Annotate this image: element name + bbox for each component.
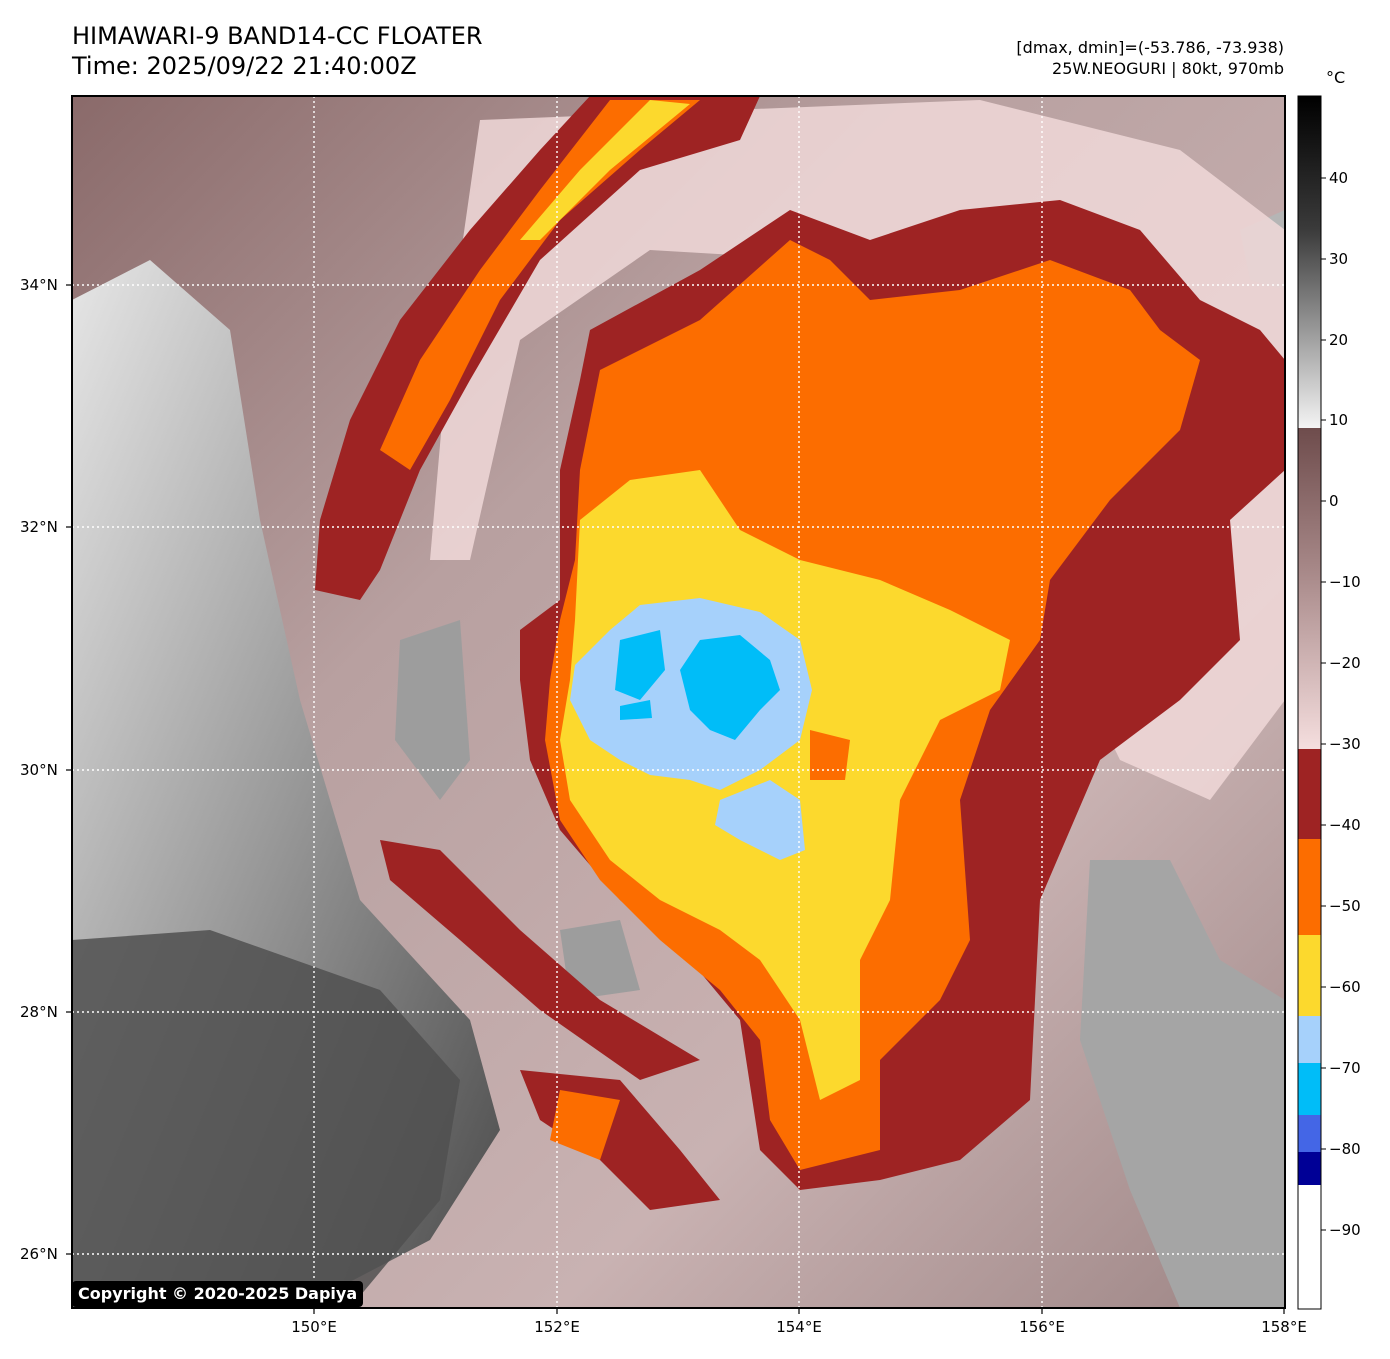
clear-sky-southeast — [1080, 860, 1285, 1308]
dark-region-southwest — [72, 930, 460, 1308]
colorbar-label: 0 — [1329, 492, 1339, 510]
colorbar-segment-cyan — [1298, 1063, 1321, 1115]
gray-patch-south — [560, 920, 640, 1000]
banding-south-orange — [550, 1090, 620, 1160]
chart-title: HIMAWARI-9 BAND14-CC FLOATER — [72, 22, 483, 50]
colorbar-label: −50 — [1329, 897, 1361, 915]
colorbar-label: 10 — [1329, 411, 1349, 429]
colorbar-segment-darkred — [1298, 749, 1321, 839]
lon-label-156: 156°E — [1019, 1318, 1065, 1336]
core-cyan — [680, 635, 780, 740]
lon-label-150: 150°E — [291, 1318, 337, 1336]
colorbar-frame — [1297, 95, 1322, 1310]
colorbar-segment-blue — [1298, 1115, 1321, 1152]
core-light-blue-south — [715, 780, 805, 860]
lon-label-158: 158°E — [1261, 1318, 1307, 1336]
colorbar-label: −40 — [1329, 816, 1361, 834]
colorbar-segment-orange — [1298, 839, 1321, 935]
lat-label-30: 30°N — [20, 761, 58, 779]
lat-label-34: 34°N — [20, 276, 58, 294]
colorbar-label: −10 — [1329, 573, 1361, 591]
colorbar-label: −30 — [1329, 735, 1361, 753]
core-cyan-west — [615, 630, 665, 700]
spiral-band-yellow — [520, 100, 690, 240]
copyright-badge: Copyright © 2020-2025 Dapiya — [72, 1281, 364, 1307]
map-frame — [71, 95, 1286, 1309]
colorbar-label: −90 — [1329, 1221, 1361, 1239]
storm-info: 25W.NEOGURI | 80kt, 970mb — [1052, 59, 1284, 78]
colorbar-segment-yellow — [1298, 935, 1321, 1016]
lon-label-152: 152°E — [534, 1318, 580, 1336]
lat-label-32: 32°N — [20, 518, 58, 536]
gray-patch-west — [395, 620, 470, 800]
colorbar-label: 40 — [1329, 169, 1349, 187]
colorbar-segment-brown — [1298, 428, 1321, 749]
lat-label-26: 26°N — [20, 1245, 58, 1263]
lat-label-28: 28°N — [20, 1003, 58, 1021]
timestamp-title: Time: 2025/09/22 21:40:00Z — [72, 52, 417, 80]
graticule — [72, 96, 1285, 1308]
colorbar-label: −80 — [1329, 1140, 1361, 1158]
colorbar-segment-lightblue — [1298, 1016, 1321, 1063]
colorbar-segment-navy — [1298, 1152, 1321, 1185]
colorbar — [1297, 95, 1326, 1310]
colorbar-label: −60 — [1329, 978, 1361, 996]
banding-southwest — [380, 840, 700, 1080]
spiral-band-orange — [380, 100, 700, 470]
temperature-range-stats: [dmax, dmin]=(-53.786, -73.938) — [1016, 38, 1284, 57]
axis-ticks — [66, 284, 1285, 1314]
orange-patch-inner — [810, 730, 850, 780]
colorbar-label: −20 — [1329, 654, 1361, 672]
colorbar-unit: °C — [1326, 68, 1346, 87]
colorbar-segment-gray — [1298, 96, 1321, 428]
colorbar-label: 30 — [1329, 250, 1349, 268]
colorbar-label: 20 — [1329, 331, 1349, 349]
imagery-layer — [72, 96, 1285, 1308]
core-cyan-spot — [620, 700, 652, 720]
lon-label-154: 154°E — [776, 1318, 822, 1336]
colorbar-segment-white — [1298, 1185, 1321, 1309]
colorbar-label: −70 — [1329, 1059, 1361, 1077]
